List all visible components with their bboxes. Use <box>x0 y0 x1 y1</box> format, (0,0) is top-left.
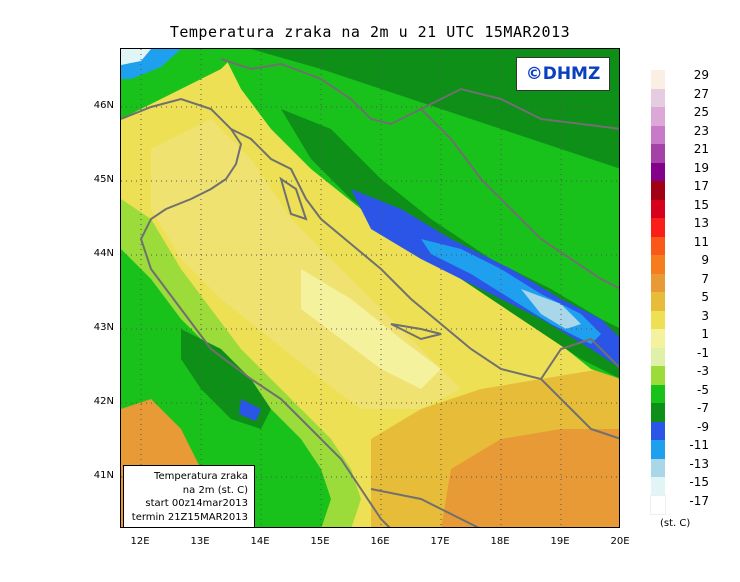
lon-tick-label: 20E <box>610 536 630 547</box>
lon-tick-label: 16E <box>370 536 390 547</box>
sea-7-9-zone-se <box>441 429 619 527</box>
legend-label: 5 <box>701 290 709 304</box>
legend-swatch <box>651 236 665 255</box>
legend-unit: (st. C) <box>660 518 691 529</box>
legend-label: -17 <box>689 493 709 508</box>
legend-label: -11 <box>689 438 709 452</box>
info-box: Temperatura zraka na 2m (st. C) start 00… <box>123 465 255 528</box>
apennines-cold-spot <box>239 399 261 421</box>
legend-swatch <box>651 70 665 89</box>
legend-swatch <box>651 199 665 218</box>
legend-label: 9 <box>701 253 709 267</box>
alps-coldest <box>121 49 151 65</box>
lon-tick-label: 12E <box>130 536 150 547</box>
lat-tick-label: 46N <box>93 100 114 111</box>
map-title: Temperatura zraka na 2m u 21 UTC 15MAR20… <box>169 23 571 41</box>
legend-label: -15 <box>689 475 709 489</box>
legend-swatch <box>651 440 665 459</box>
lat-tick-label: 45N <box>93 174 114 185</box>
lon-tick-label: 17E <box>430 536 450 547</box>
lon-tick-label: 14E <box>250 536 270 547</box>
legend-swatch <box>651 125 665 144</box>
lon-tick-label: 19E <box>550 536 570 547</box>
legend-swatch <box>651 347 665 366</box>
legend-label: 25 <box>693 105 709 119</box>
legend-swatch <box>651 384 665 403</box>
legend-label: 3 <box>701 308 709 323</box>
legend-label: 11 <box>693 234 709 249</box>
legend-swatch <box>651 181 665 200</box>
legend-swatch <box>651 88 665 107</box>
lat-tick-label: 42N <box>93 396 114 407</box>
legend-swatch <box>651 273 665 292</box>
legend-label: 21 <box>693 142 709 156</box>
legend-label: -13 <box>689 456 709 471</box>
legend-label: -5 <box>697 382 709 397</box>
legend-swatch <box>651 458 665 477</box>
lon-tick-label: 13E <box>190 536 210 547</box>
legend-label: 17 <box>693 179 709 193</box>
lon-tick-label: 18E <box>490 536 510 547</box>
dhmz-logo: ©DHMZ <box>516 57 610 91</box>
legend-swatch <box>650 494 666 515</box>
legend-swatch <box>651 403 665 422</box>
legend-swatch <box>651 144 665 163</box>
legend-swatch <box>651 292 665 311</box>
legend-swatch <box>651 421 665 440</box>
legend-swatch <box>651 162 665 181</box>
lat-tick-label: 44N <box>93 248 114 259</box>
legend-swatch <box>651 329 665 348</box>
legend-label: 13 <box>693 216 709 230</box>
legend-swatch <box>651 218 665 237</box>
legend-swatch <box>651 477 665 496</box>
lat-tick-label: 41N <box>93 470 114 481</box>
lat-lon-grid <box>121 49 619 527</box>
legend-label: -7 <box>697 401 709 415</box>
legend-label: 19 <box>693 160 709 175</box>
dinaric-coldest <box>521 289 581 329</box>
info-line: Temperatura zraka <box>154 471 248 482</box>
lat-tick-label: 43N <box>93 322 114 333</box>
legend-label: 1 <box>701 327 709 341</box>
legend-label: 15 <box>693 197 709 212</box>
legend-label: 29 <box>693 68 709 82</box>
info-line: termin 21Z15MAR2013 <box>131 511 248 523</box>
map-canvas <box>121 49 619 527</box>
legend-label: 7 <box>701 271 709 286</box>
legend-label: 27 <box>693 86 709 101</box>
legend-label: -3 <box>697 364 709 378</box>
legend-swatch <box>651 107 665 126</box>
lon-tick-label: 15E <box>310 536 330 547</box>
legend-swatch <box>651 366 665 385</box>
legend-swatch <box>651 255 665 274</box>
info-line: na 2m (st. C) <box>182 484 248 496</box>
info-line: start 00z14mar2013 <box>145 498 248 509</box>
coastlines <box>121 58 619 527</box>
legend-label: -9 <box>697 419 709 434</box>
legend-label: -1 <box>697 345 709 360</box>
temperature-map <box>120 48 620 528</box>
legend-swatch <box>651 310 665 329</box>
legend-label: 23 <box>693 123 709 138</box>
